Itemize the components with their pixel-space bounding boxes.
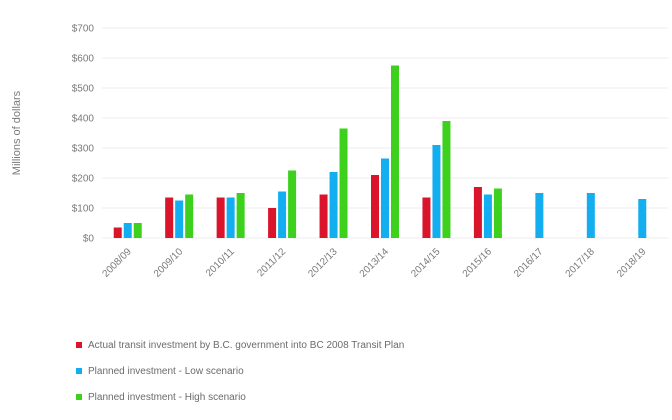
bar-actual [113, 227, 122, 238]
y-tick-label: $200 [72, 174, 95, 185]
legend-label-low: Planned investment - Low scenario [88, 365, 244, 377]
bar-high [442, 121, 451, 238]
y-tick-label: $400 [72, 114, 95, 125]
y-tick-label: $0 [83, 234, 95, 245]
bar-low [381, 158, 389, 238]
bar-low [278, 191, 287, 238]
legend-swatch-low [76, 368, 82, 374]
bar-low [123, 223, 132, 238]
x-tick-label: 2010/11 [204, 246, 237, 279]
bar-actual [319, 194, 328, 238]
y-tick-label: $700 [72, 24, 95, 35]
x-tick-label: 2009/10 [152, 246, 186, 280]
legend-label-actual: Actual transit investment by B.C. govern… [88, 339, 405, 351]
bar-low [432, 145, 441, 238]
bar-low [483, 194, 492, 238]
x-tick-label: 2015/16 [461, 246, 495, 280]
bar-actual [422, 197, 431, 238]
bar-high [288, 170, 297, 238]
bar-low [329, 172, 338, 238]
legend-label-high: Planned investment - High scenario [88, 391, 246, 403]
bar-low [535, 193, 544, 238]
y-tick-label: $500 [72, 84, 95, 95]
bar-low [175, 200, 184, 238]
bar-high [391, 65, 399, 238]
bar-low [638, 199, 647, 238]
bar-low [226, 197, 235, 238]
bar-actual [371, 175, 379, 238]
bar-high [185, 194, 194, 238]
legend: Actual transit investment by B.C. govern… [76, 332, 404, 410]
x-tick-label: 2016/17 [512, 246, 546, 280]
x-tick-label: 2018/19 [615, 246, 649, 280]
bar-actual [165, 197, 174, 238]
bar-actual [268, 208, 277, 238]
x-tick-label: 2008/09 [101, 246, 135, 280]
x-tick-label: 2013/14 [358, 246, 392, 280]
y-tick-label: $600 [72, 54, 95, 65]
legend-item-high: Planned investment - High scenario [76, 384, 404, 410]
bar-chart-plot: Millions of dollars $0 $100 $200 $300 $400 $50… [11, 24, 668, 280]
legend-item-actual: Actual transit investment by B.C. govern… [76, 332, 404, 358]
x-tick-label: 2012/13 [306, 246, 340, 280]
bar-high [339, 128, 348, 238]
x-tick-label: 2017/18 [564, 246, 598, 280]
bar-actual [473, 187, 482, 238]
bar-low [586, 193, 595, 238]
x-tick-label: 2011/12 [255, 246, 288, 279]
y-axis-label: Millions of dollars [11, 90, 23, 175]
y-tick-label: $300 [72, 144, 95, 155]
legend-swatch-actual [76, 342, 82, 348]
bar-high [133, 223, 142, 238]
x-tick-label: 2014/15 [409, 246, 443, 280]
y-tick-label: $100 [72, 204, 95, 215]
bar-high [493, 188, 502, 238]
bar-actual [216, 197, 225, 238]
bar-high [236, 193, 245, 238]
legend-swatch-high [76, 394, 82, 400]
legend-item-low: Planned investment - Low scenario [76, 358, 404, 384]
